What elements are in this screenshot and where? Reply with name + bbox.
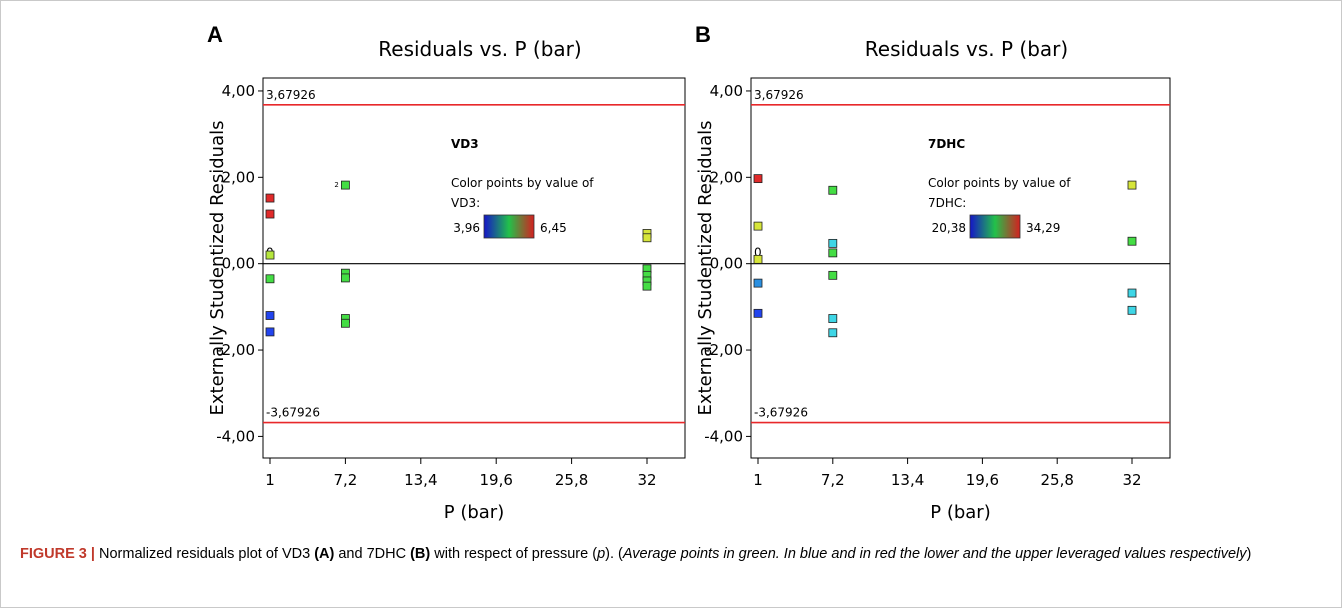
caption-ref-b: (B) <box>410 546 431 562</box>
upper-limit-label: 3,67926 <box>266 88 316 102</box>
color-gradient-bar <box>969 214 1021 239</box>
data-point <box>340 273 350 283</box>
data-point <box>828 185 838 195</box>
data-point <box>1127 288 1137 298</box>
color-min-label: 3,96 <box>453 221 480 235</box>
x-tick-label: 13,4 <box>891 471 924 489</box>
caption-text-1: Normalized residuals plot of VD3 <box>94 546 315 562</box>
plot-title: Residuals vs. P (bar) <box>865 37 1068 61</box>
x-tick-label: 32 <box>1122 471 1141 489</box>
data-point <box>828 328 838 338</box>
data-point <box>1127 236 1137 246</box>
panel-a: A Residuals vs. P (bar) 4,00 2,00 0,00 -2,00 -… <box>207 22 686 523</box>
color-max-label: 34,29 <box>1026 221 1060 235</box>
x-tick-label: 25,8 <box>1040 471 1073 489</box>
data-point <box>340 318 350 328</box>
x-axis-label: P (bar) <box>930 502 990 523</box>
y-tick-label: 2,00 <box>710 168 743 186</box>
data-point <box>753 174 763 184</box>
x-tick-label: 7,2 <box>333 471 357 489</box>
data-point <box>828 248 838 258</box>
data-point <box>1127 305 1137 315</box>
color-legend-line-1: Color points by value of <box>451 176 594 190</box>
data-point <box>753 221 763 231</box>
data-point <box>828 314 838 323</box>
color-legend-text: Color points by value of 7DHC: <box>928 176 1071 210</box>
x-tick-label: 13,4 <box>404 471 437 489</box>
data-point <box>265 250 275 260</box>
lower-limit-label: -3,67926 <box>754 406 808 420</box>
caption-text-3: with respect of pressure ( <box>430 546 598 562</box>
panel-letter: B <box>695 22 711 47</box>
y-tick-label: -2,00 <box>216 341 255 359</box>
y-tick-label: 0,00 <box>710 255 743 273</box>
legend-title: 7DHC <box>928 137 965 151</box>
lower-limit-label: -3,67926 <box>266 406 320 420</box>
data-point <box>265 311 275 320</box>
x-axis-label: P (bar) <box>444 502 504 523</box>
caption-label: FIGURE 3 | <box>20 546 95 562</box>
y-tick-label: 0,00 <box>222 255 255 273</box>
data-point <box>340 180 350 190</box>
data-point <box>753 254 763 264</box>
data-point <box>753 278 763 288</box>
plot-title: Residuals vs. P (bar) <box>378 37 581 61</box>
y-tick-label: -2,00 <box>704 341 743 359</box>
caption-italic-note: Average points in green. In blue and in … <box>622 546 1247 562</box>
legend-title: VD3 <box>451 137 479 151</box>
color-legend-line-2: 7DHC: <box>928 196 966 210</box>
data-point <box>642 233 652 243</box>
x-tick-label: 7,2 <box>821 471 845 489</box>
color-legend-line-2: VD3: <box>451 196 480 210</box>
figure-caption: FIGURE 3 | Normalized residuals plot of … <box>20 544 1320 565</box>
point-label: 2 <box>334 181 338 189</box>
y-axis-label: Externally Studentized Residuals <box>695 121 716 416</box>
y-tick-label: 4,00 <box>710 82 743 100</box>
x-tick-label: 32 <box>637 471 656 489</box>
x-tick-label: 1 <box>265 471 275 489</box>
caption-text-5: ) <box>1246 546 1252 562</box>
data-point <box>828 238 838 248</box>
y-axis-label: Externally Studentized Residuals <box>207 121 228 416</box>
color-legend-text: Color points by value of VD3: <box>451 176 594 210</box>
color-min-label: 20,38 <box>932 221 966 235</box>
data-point <box>265 327 275 337</box>
plot-area <box>262 77 686 459</box>
x-tick-label: 1 <box>753 471 763 489</box>
caption-text-4: ). ( <box>605 546 623 562</box>
data-point <box>753 308 763 318</box>
y-tick-label: 2,00 <box>222 168 255 186</box>
data-point <box>828 270 838 280</box>
y-tick-label: 4,00 <box>222 82 255 100</box>
zero-label: 0 <box>754 246 762 260</box>
figure-svg: A Residuals vs. P (bar) 4,00 2,00 0,00 -2,00 -… <box>207 22 1171 523</box>
data-point <box>265 209 275 219</box>
plot-area <box>750 77 1171 459</box>
data-point <box>265 274 275 284</box>
color-max-label: 6,45 <box>540 221 567 235</box>
data-point <box>1127 180 1137 190</box>
y-tick-label: -4,00 <box>704 427 743 445</box>
caption-ref-a: (A) <box>314 546 335 562</box>
y-tick-label: -4,00 <box>216 427 255 445</box>
x-tick-label: 25,8 <box>555 471 588 489</box>
panel-letter: A <box>207 22 223 47</box>
data-point <box>265 193 275 203</box>
x-tick-label: 19,6 <box>479 471 512 489</box>
caption-p: p <box>597 546 606 562</box>
color-legend-line-1: Color points by value of <box>928 176 1071 190</box>
data-point <box>642 281 652 291</box>
caption-text-2: and 7DHC <box>334 546 411 562</box>
panel-b: B Residuals vs. P (bar) 4,00 2,00 0,00 -2,00 -… <box>695 22 1171 523</box>
color-gradient-bar <box>483 214 535 239</box>
x-tick-label: 19,6 <box>966 471 999 489</box>
upper-limit-label: 3,67926 <box>754 88 804 102</box>
